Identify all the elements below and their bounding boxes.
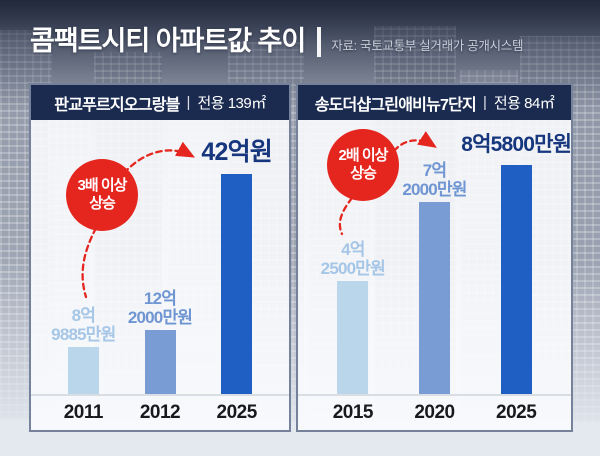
plot-area: 2배 이상 상승 4억 2500만원 7억 2000만원 bbox=[298, 120, 572, 394]
x-tick: 2012 bbox=[139, 402, 181, 423]
complex-name: 송도더샵그린애비뉴7단지 bbox=[314, 96, 477, 114]
bar-group-2011: 8억 9885만원 bbox=[45, 306, 122, 394]
bar-2020 bbox=[419, 202, 450, 394]
x-axis-ticks: 2011 2012 2025 bbox=[31, 396, 289, 430]
header-divider: | bbox=[482, 94, 487, 111]
bar-group-2025: 42억원 bbox=[198, 139, 275, 394]
badge-text-line1: 2배 이상 bbox=[338, 147, 389, 165]
panel-header: 송도더샵그린애비뉴7단지 | 전용 84㎡ bbox=[298, 85, 571, 120]
bar-value-label: 7억 2000만원 bbox=[402, 161, 467, 199]
bar-2015 bbox=[337, 281, 369, 394]
x-tick: 2015 bbox=[332, 402, 374, 423]
title-divider bbox=[317, 27, 322, 57]
area-label: 전용 139㎡ bbox=[197, 95, 266, 112]
bar-group-2012: 12억 2000만원 bbox=[122, 289, 199, 394]
chart-panel-songdo: 송도더샵그린애비뉴7단지 | 전용 84㎡ 2배 이상 상승 4억 2500만원 bbox=[296, 83, 573, 432]
badge-text-line2: 상승 bbox=[89, 195, 116, 212]
badge-text-line1: 3배 이상 bbox=[77, 177, 128, 195]
complex-name: 판교푸르지오그랑블 bbox=[54, 96, 180, 114]
bar-group-2015: 4억 2500만원 bbox=[312, 240, 394, 394]
bar-value-label: 4억 2500만원 bbox=[320, 240, 386, 278]
badge-text-line2: 상승 bbox=[350, 165, 377, 182]
bar-2025 bbox=[221, 174, 253, 394]
bar-group-2025: 8억5800만원 bbox=[461, 134, 572, 394]
x-axis-ticks: 2015 2020 2025 bbox=[298, 396, 571, 430]
increase-badge: 2배 이상 상승 bbox=[327, 129, 399, 201]
header-divider: | bbox=[186, 94, 191, 111]
page-header: 콤팩트시티 아파트값 추이 자료: 국토교통부 실거래가 공개시스템 bbox=[30, 27, 523, 57]
x-tick: 2011 bbox=[63, 402, 104, 423]
highlight-value-label: 42억원 bbox=[201, 138, 272, 166]
bar-columns: 8억 9885만원 12억 2000만원 42억원 bbox=[31, 120, 289, 394]
x-tick: 2025 bbox=[216, 402, 258, 423]
bar-value-label: 8억 9885만원 bbox=[51, 306, 116, 344]
bar-2011 bbox=[67, 347, 99, 394]
bar-columns: 4억 2500만원 7억 2000만원 8억5800만원 bbox=[298, 120, 572, 394]
x-axis-line bbox=[298, 394, 571, 396]
bar-2025 bbox=[500, 165, 532, 394]
x-tick: 2020 bbox=[414, 402, 455, 423]
highlight-value-label: 8억5800만원 bbox=[461, 133, 572, 157]
bar-value-label: 12억 2000만원 bbox=[127, 289, 193, 327]
x-tick: 2025 bbox=[496, 402, 537, 423]
source-note: 자료: 국토교통부 실거래가 공개시스템 bbox=[331, 39, 524, 53]
increase-badge: 3배 이상 상승 bbox=[66, 159, 138, 231]
bar-2012 bbox=[144, 330, 176, 394]
page-title: 콤팩트시티 아파트값 추이 bbox=[30, 26, 306, 57]
chart-panel-pangyo: 판교푸르지오그랑블 | 전용 139㎡ 3배 이상 상승 8억 9885만원 bbox=[29, 83, 291, 432]
area-label: 전용 84㎡ bbox=[493, 95, 555, 112]
x-axis-line bbox=[31, 394, 289, 396]
bar-group-2020: 7억 2000만원 bbox=[394, 161, 476, 394]
panel-header: 판교푸르지오그랑블 | 전용 139㎡ bbox=[31, 85, 289, 120]
plot-area: 3배 이상 상승 8억 9885만원 12억 2000만원 bbox=[31, 120, 289, 394]
